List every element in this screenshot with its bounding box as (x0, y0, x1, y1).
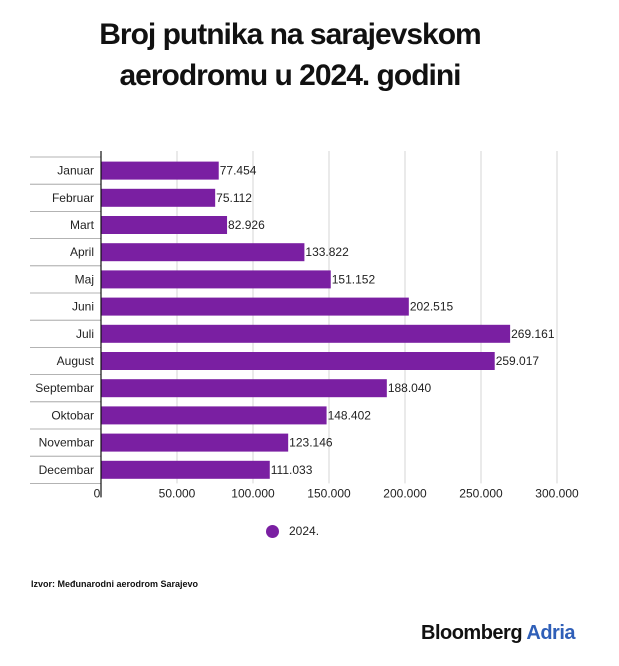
legend: 2024. (266, 524, 319, 538)
category-label-januar: Januar (57, 164, 94, 178)
bar-oktobar (101, 406, 327, 425)
value-label-novembar: 123.146 (289, 436, 333, 450)
category-label-juli: Juli (76, 327, 94, 341)
category-label-novembar: Novembar (39, 436, 94, 450)
category-label-august: August (57, 354, 95, 368)
x-tick-label-4: 200.000 (383, 486, 427, 500)
x-tick-label-0: 0 (94, 486, 101, 500)
legend-swatch (266, 524, 279, 538)
value-label-mart: 82.926 (228, 218, 265, 232)
bar-august (101, 352, 495, 370)
bar-juni (101, 297, 409, 316)
bar-juli (101, 324, 511, 343)
source-note: Izvor: Međunarodni aerodrom Sarajevo (31, 579, 199, 589)
brand-name-adria: Adria (526, 622, 576, 644)
x-tick-label-1: 50.000 (159, 486, 196, 500)
chart-title: Broj putnika na sarajevskom aerodromu u … (0, 14, 580, 96)
category-label-juni: Juni (72, 300, 94, 314)
bar-mart (101, 216, 228, 234)
category-label-mart: Mart (70, 218, 95, 232)
category-label-maj: Maj (75, 272, 94, 286)
chart-title-line-1: Broj putnika na sarajevskom (99, 18, 482, 51)
bar-septembar (101, 379, 387, 398)
value-label-februar: 75.112 (216, 191, 252, 205)
value-label-septembar: 188.040 (388, 381, 432, 395)
value-label-januar: 77.454 (220, 164, 257, 178)
bar-april (101, 243, 305, 262)
value-label-oktobar: 148.402 (328, 408, 372, 422)
x-tick-label-3: 150.000 (307, 486, 351, 500)
value-label-decembar: 111.033 (271, 463, 313, 477)
category-label-oktobar: Oktobar (51, 408, 94, 422)
bar-februar (101, 188, 216, 207)
chart-title-line-2: aerodromu u 2024. godini (119, 59, 461, 92)
value-label-april: 133.822 (305, 245, 349, 259)
bar-decembar (101, 460, 270, 479)
bar-novembar (101, 433, 289, 452)
bar-januar (101, 161, 219, 180)
value-label-juli: 269.161 (511, 327, 555, 341)
category-label-februar: Februar (52, 191, 94, 205)
x-tick-label-2: 100.000 (231, 486, 275, 500)
value-label-juni: 202.515 (410, 300, 454, 314)
category-label-decembar: Decembar (39, 463, 94, 477)
x-tick-label-5: 250.000 (459, 486, 503, 500)
value-label-august: 259.017 (496, 354, 540, 368)
category-label-april: April (70, 245, 94, 259)
value-label-maj: 151.152 (332, 272, 376, 286)
legend-label: 2024. (289, 524, 320, 538)
bar-maj (101, 270, 331, 289)
brand-logo: Bloomberg Adria (421, 622, 576, 645)
x-tick-label-6: 300.000 (535, 486, 579, 500)
category-label-septembar: Septembar (35, 381, 94, 395)
brand-name-bloomberg: Bloomberg (421, 622, 523, 644)
